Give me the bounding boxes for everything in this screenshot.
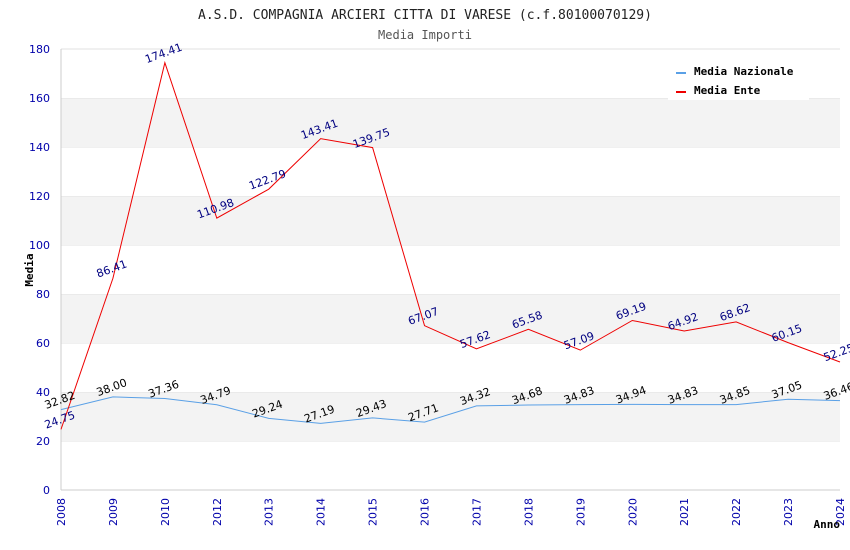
- y-tick-label: 160: [29, 92, 50, 105]
- y-tick-label: 180: [29, 43, 50, 56]
- y-tick-label: 80: [36, 288, 50, 301]
- x-axis-title: Anno: [814, 518, 841, 531]
- series-line-media-nazionale: [60, 396, 841, 424]
- y-tick-label: 0: [43, 484, 50, 497]
- y-tick-label: 140: [29, 141, 50, 154]
- grid-band: [61, 441, 840, 490]
- x-tick-label: 2014: [315, 498, 328, 526]
- grid-band: [61, 392, 840, 441]
- x-axis-ticks: 2008 2009 2010 2012 2013 2014 2015 2016 2017 2018…: [55, 498, 847, 526]
- y-tick-label: 120: [29, 190, 50, 203]
- x-tick-label: 2024: [834, 498, 847, 526]
- x-tick-label: 2022: [730, 498, 743, 526]
- x-tick-label: 2015: [367, 498, 380, 526]
- series-lines: [60, 60, 841, 430]
- y-tick-label: 100: [29, 239, 50, 252]
- grid-band: [61, 98, 840, 147]
- x-tick-label: 2012: [211, 498, 224, 526]
- y-axis-ticks: 0 20 40 60 80 100 120 140 160 180: [29, 43, 50, 497]
- x-tick-label: 2017: [470, 498, 483, 526]
- x-tick-label: 2021: [678, 498, 691, 526]
- chart-subtitle: Media Importi: [378, 28, 472, 42]
- x-tick-label: 2013: [263, 498, 276, 526]
- legend: Media Nazionale Media Ente: [668, 60, 809, 100]
- y-tick-label: 20: [36, 435, 50, 448]
- chart-title: A.S.D. COMPAGNIA ARCIERI CITTA DI VARESE…: [198, 8, 652, 23]
- grid-band: [61, 245, 840, 294]
- legend-box: [668, 60, 809, 100]
- x-tick-label: 2009: [107, 498, 120, 526]
- series-line-media-ente: [60, 60, 841, 430]
- x-tick-label: 2020: [626, 498, 639, 526]
- y-tick-label: 60: [36, 337, 50, 350]
- y-axis-title: Media: [23, 253, 36, 286]
- grid-bands: [61, 48, 840, 490]
- x-tick-label: 2016: [419, 498, 432, 526]
- y-tick-label: 40: [36, 386, 50, 399]
- legend-label-media-ente: Media Ente: [694, 84, 761, 97]
- x-tick-label: 2010: [159, 498, 172, 526]
- grid-band: [61, 294, 840, 343]
- legend-label-media-nazionale: Media Nazionale: [694, 65, 794, 78]
- x-tick-label: 2023: [782, 498, 795, 526]
- x-tick-label: 2018: [522, 498, 535, 526]
- x-tick-label: 2008: [55, 498, 68, 526]
- grid-band: [61, 343, 840, 392]
- x-tick-label: 2019: [574, 498, 587, 526]
- grid-band: [61, 196, 840, 245]
- grid-band: [61, 147, 840, 196]
